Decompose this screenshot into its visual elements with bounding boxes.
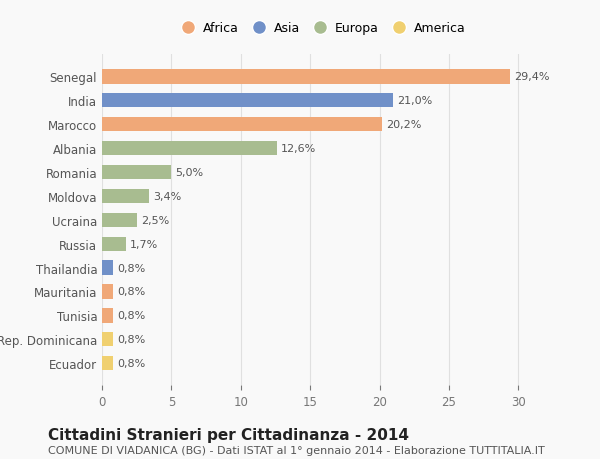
Bar (102, 118, 382, 132)
Text: 29,4%: 29,4% (514, 72, 550, 82)
Bar (102, 308, 113, 323)
Bar (102, 332, 113, 347)
Text: 21,0%: 21,0% (398, 96, 433, 106)
Bar (102, 285, 113, 299)
Text: 0,8%: 0,8% (117, 287, 146, 297)
Bar (102, 70, 510, 84)
Text: 0,8%: 0,8% (117, 335, 146, 345)
Legend: Africa, Asia, Europa, America: Africa, Asia, Europa, America (179, 18, 469, 39)
Bar (102, 142, 277, 156)
Bar (102, 237, 125, 252)
Bar (102, 356, 113, 370)
Text: 5,0%: 5,0% (176, 168, 203, 178)
Text: Cittadini Stranieri per Cittadinanza - 2014: Cittadini Stranieri per Cittadinanza - 2… (48, 427, 409, 442)
Bar (102, 189, 149, 204)
Text: 3,4%: 3,4% (154, 191, 182, 202)
Text: 1,7%: 1,7% (130, 239, 158, 249)
Bar (102, 166, 172, 180)
Text: 0,8%: 0,8% (117, 311, 146, 321)
Bar (102, 261, 113, 275)
Text: 12,6%: 12,6% (281, 144, 316, 154)
Text: 0,8%: 0,8% (117, 263, 146, 273)
Text: COMUNE DI VIADANICA (BG) - Dati ISTAT al 1° gennaio 2014 - Elaborazione TUTTITAL: COMUNE DI VIADANICA (BG) - Dati ISTAT al… (48, 445, 545, 455)
Bar (102, 213, 137, 228)
Text: 0,8%: 0,8% (117, 358, 146, 369)
Text: 2,5%: 2,5% (141, 215, 169, 225)
Text: 20,2%: 20,2% (386, 120, 422, 130)
Bar (102, 94, 394, 108)
